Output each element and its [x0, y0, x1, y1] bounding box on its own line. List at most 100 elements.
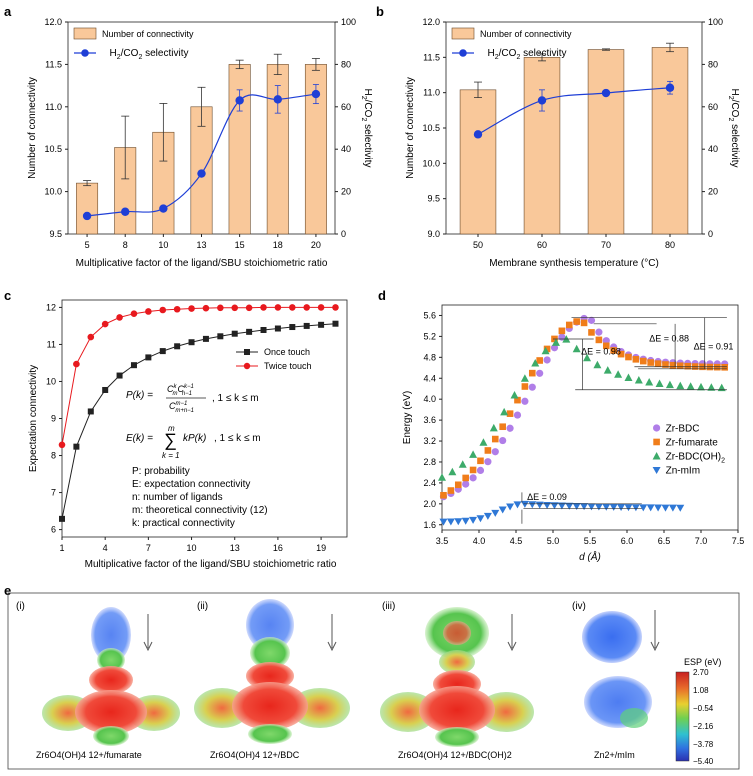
x-tick-label: 13 [230, 543, 240, 553]
zr-bdc-point [462, 480, 470, 488]
zn-mim-point [543, 501, 552, 509]
zr-bdc-point [587, 316, 596, 324]
selectivity-point [665, 83, 675, 92]
zr-bdc-oh2-point [697, 382, 705, 391]
zr-fumarate-point [617, 350, 625, 358]
zn-mim-point [513, 501, 522, 509]
zr-bdc-oh2-point [614, 370, 623, 378]
legend-label: Twice touch [264, 361, 312, 371]
zn-mim-point [498, 506, 507, 514]
once-touch-point [217, 333, 224, 340]
y-tick-label: 2.4 [423, 478, 436, 488]
zn-mim-point [652, 466, 661, 474]
zr-fumarate-point [676, 362, 684, 370]
zn-mim-point [469, 516, 478, 524]
zr-bdc-oh2-point [655, 379, 664, 388]
twice-touch-point [173, 305, 181, 313]
zn-mim-point [668, 504, 677, 512]
zr-fumarate-point [462, 474, 469, 482]
zr-fumarate-point [639, 357, 647, 365]
chart-a: 5 8 10 13 15 18 20 9.5 10.0 10.5 11.0 11.5 12.0 0 20 40… [27, 17, 373, 269]
zr-bdc-oh2-point [510, 390, 519, 399]
zn-mim-point [491, 509, 500, 517]
zn-mim-point [461, 517, 470, 525]
zr-bdc-oh2-point [707, 383, 716, 391]
zr-bdc-oh2-point [551, 338, 560, 346]
twice-touch-point [260, 304, 267, 311]
x-tick-label: 6.0 [621, 536, 634, 546]
svg-text:E(k) =: E(k) = [126, 433, 153, 444]
x-tick-label: 1 [59, 543, 64, 553]
zr-bdc-point [513, 411, 522, 419]
y-tick-label: 11 [47, 339, 56, 349]
chart-c: 1 4 7 10 13 16 19 6 7 8 9 10 11 12 Multiplicative fact… [28, 299, 348, 570]
zn-mim-point [617, 503, 626, 511]
x-tick-label: 50 [473, 240, 483, 250]
delta-e-label: ΔE = 0.98 [581, 347, 621, 357]
zr-fumarate-point [573, 318, 580, 325]
legend-label: Zn-mIm [666, 465, 700, 476]
x-tick-label: 10 [158, 240, 168, 250]
esp-panel: (i) Zr6O4(OH)4 12+/fumarate (ii) Zr6O4(O [7, 592, 740, 770]
twice-touch-point [303, 304, 310, 311]
twice-touch-point [159, 306, 167, 314]
zn-mim-point [528, 501, 537, 509]
zr-bdc-oh2-point [448, 467, 457, 476]
chart-d: 3.5 4.0 4.5 5.0 5.5 6.0 6.5 7.0 7.5 1.6 2.0 2.4 2.8 3… [402, 304, 744, 563]
annotation-k: k: practical connectivity [132, 518, 235, 529]
once-touch-point [231, 330, 238, 337]
zn-mim-point [609, 503, 618, 511]
x-tick-label: 4 [103, 543, 108, 553]
y-tick-label: 7 [51, 488, 56, 498]
selectivity-point [537, 96, 547, 105]
twice-touch-point [188, 305, 195, 312]
x-axis-label: Multiplicative factor of the ligand/SBU … [76, 258, 328, 269]
colorbar-tick: −2.16 [693, 722, 714, 731]
svg-text:, 1 ≤ k ≤ m: , 1 ≤ k ≤ m [214, 433, 261, 444]
zr-fumarate-point [580, 319, 588, 327]
bar [459, 89, 497, 235]
zr-bdc-point [543, 356, 551, 364]
sub-label-i: (i) [16, 601, 25, 612]
zn-mim-point [602, 503, 611, 511]
y-tick-label: 11.0 [45, 102, 62, 112]
zn-mim-point [520, 500, 529, 508]
svg-text:P(k) =: P(k) = [126, 390, 153, 401]
zn-mim-point [676, 504, 685, 512]
y-tick-label: 10.5 [422, 123, 440, 133]
y2-tick-label: 0 [341, 229, 346, 239]
esp-surface-zn-mim: (iv) Zn2+/mIm [572, 601, 660, 760]
selectivity-point [311, 89, 321, 99]
selectivity-point [273, 95, 282, 104]
twice-touch-point [245, 304, 253, 312]
once-touch-point [73, 443, 80, 450]
x-tick-label: 4.0 [473, 536, 486, 546]
x-tick-label: 16 [273, 543, 283, 553]
zr-fumarate-point [440, 491, 447, 499]
zr-fumarate-point [491, 435, 499, 443]
legend-swatch-point [81, 49, 89, 57]
chart-b: 50 60 70 80 9.0 9.5 10.0 10.5 11.0 11.5 12.0 0 20 40 6… [405, 17, 740, 269]
colorbar-tick: 2.70 [693, 668, 709, 677]
x-tick-label: 5.0 [547, 536, 560, 546]
once-touch-point [289, 324, 296, 331]
y-tick-label: 6 [51, 525, 56, 535]
once-touch-point [174, 343, 181, 350]
zr-fumarate-point [447, 487, 455, 494]
x-tick-label: 15 [235, 240, 245, 250]
zn-mim-point [631, 504, 640, 512]
y-tick-label: 1.6 [423, 520, 436, 530]
zn-mim-point [580, 503, 589, 511]
zn-mim-point [506, 503, 515, 511]
zr-bdc-oh2-point [634, 376, 643, 384]
y2-tick-label: 40 [341, 144, 351, 154]
y2-tick-label: 60 [708, 102, 718, 112]
label-bdc: Zr6O4(OH)4 12+/BDC [210, 750, 300, 760]
legend-label: Zr-BDC(OH)2 [666, 451, 726, 464]
zr-bdc-oh2-point [717, 383, 726, 392]
annotation-m: m: theoretical connectivity (12) [132, 505, 268, 516]
delta-e-label: ΔE = 0.91 [694, 341, 734, 351]
zr-fumarate-point [595, 336, 603, 344]
svg-text:Cm−1m+n−1: Cm−1 m+n−1 [169, 401, 194, 414]
y2-tick-label: 80 [341, 59, 351, 69]
